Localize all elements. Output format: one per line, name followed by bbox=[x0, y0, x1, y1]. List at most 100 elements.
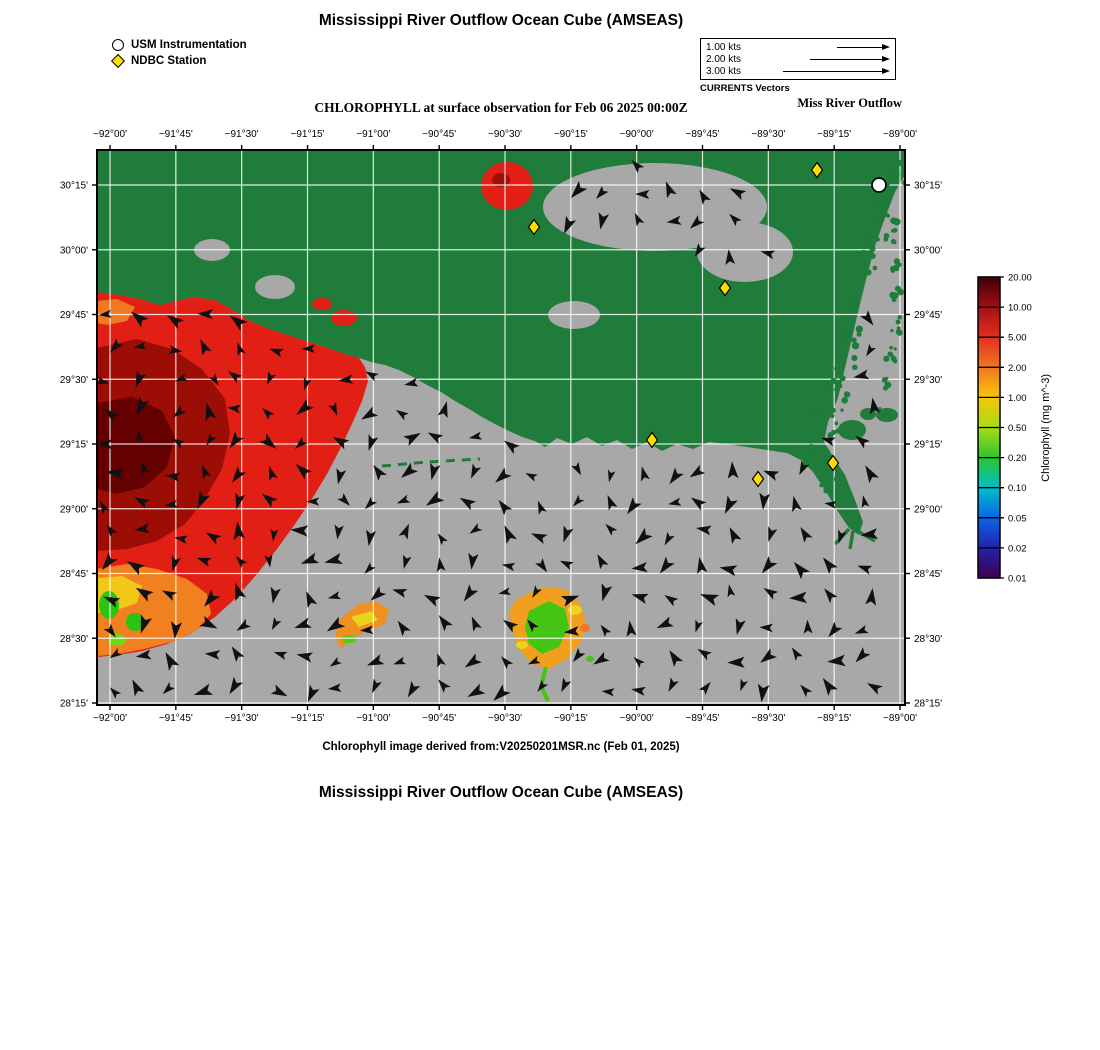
lon-tick-label: −91°00' bbox=[356, 713, 390, 724]
lon-tick-label: −90°30' bbox=[488, 713, 522, 724]
currents-legend-caption: CURRENTS Vectors bbox=[700, 83, 790, 94]
vector-arrowhead-icon bbox=[882, 44, 890, 50]
lon-tick-label: −89°15' bbox=[817, 129, 851, 140]
ndbc-station-marker bbox=[810, 161, 824, 179]
ndbc-station-marker bbox=[645, 431, 659, 449]
colorbar-tick-label: 5.00 bbox=[1008, 333, 1027, 344]
vector-scale-label: 3.00 kts bbox=[706, 65, 742, 77]
lat-tick-label: 29°30' bbox=[914, 375, 942, 386]
ndbc-station-marker bbox=[718, 279, 732, 297]
colorbar-title: Chlorophyll (mg m^-3) bbox=[1040, 373, 1052, 482]
colorbar-tick-label: 0.01 bbox=[1008, 574, 1027, 585]
lat-tick-label: 28°45' bbox=[60, 569, 88, 580]
map-border bbox=[96, 149, 906, 706]
lon-tick-label: −89°00' bbox=[883, 713, 917, 724]
lat-tick-label: 28°15' bbox=[60, 699, 88, 710]
colorbar: 20.00 10.00 5.00 2.00 1.00 0.50 0.20 0.10 0.05 0.… bbox=[977, 273, 1032, 585]
lon-tick-label: −89°15' bbox=[817, 713, 851, 724]
ndbc-diamond-icon bbox=[110, 53, 126, 69]
colorbar-tick-label: 0.20 bbox=[1008, 453, 1027, 464]
vector-scale-label: 1.00 kts bbox=[706, 41, 742, 53]
vector-arrowhead-icon bbox=[882, 68, 890, 74]
lon-tick-label: −91°30' bbox=[225, 129, 259, 140]
lon-tick-label: −92°00' bbox=[93, 129, 127, 140]
lat-tick-label: 29°45' bbox=[60, 310, 88, 321]
lon-tick-label: −90°00' bbox=[620, 713, 654, 724]
map-gridlines bbox=[97, 150, 905, 705]
currents-vector-legend: 1.00 kts 2.00 kts 3.00 kts bbox=[700, 38, 896, 80]
vector-arrowhead-icon bbox=[882, 56, 890, 62]
ndbc-station-marker bbox=[826, 454, 840, 472]
lon-tick-label: −91°30' bbox=[225, 713, 259, 724]
marker-legend: USM Instrumentation NDBC Station bbox=[110, 37, 247, 69]
colorbar-tick-label: 20.00 bbox=[1008, 273, 1032, 284]
lon-tick-label: −91°00' bbox=[356, 129, 390, 140]
lon-tick-label: −89°30' bbox=[751, 713, 785, 724]
current-vectors-field bbox=[97, 159, 883, 703]
map-axes: −92°00' −92°00' −91°45' −91°45' −91°30' −91°3… bbox=[60, 129, 942, 724]
ndbc-station-marker bbox=[751, 470, 765, 488]
lat-tick-label: 30°15' bbox=[60, 181, 88, 192]
lon-tick-label: −90°30' bbox=[488, 129, 522, 140]
lat-tick-label: 29°15' bbox=[914, 440, 942, 451]
vector-scale-line bbox=[783, 70, 883, 72]
vector-scale-line bbox=[810, 58, 883, 60]
plot-subtitle: CHLOROPHYLL at surface observation for F… bbox=[314, 100, 688, 115]
legend-label: NDBC Station bbox=[131, 55, 207, 67]
lon-tick-label: −91°45' bbox=[159, 129, 193, 140]
lon-tick-label: −89°30' bbox=[751, 129, 785, 140]
colorbar-tick-label: 10.00 bbox=[1008, 303, 1032, 314]
usm-circle-icon bbox=[112, 39, 124, 51]
colorbar-tick-label: 0.05 bbox=[1008, 513, 1027, 524]
legend-row-ndbc: NDBC Station bbox=[110, 53, 247, 69]
usm-station-marker bbox=[871, 177, 887, 193]
colorbar-tick-label: 0.10 bbox=[1008, 483, 1027, 494]
legend-row-usm: USM Instrumentation bbox=[112, 37, 247, 53]
lon-tick-label: −90°15' bbox=[554, 713, 588, 724]
lon-tick-label: −89°45' bbox=[686, 129, 720, 140]
colorbar-tick-label: 2.00 bbox=[1008, 363, 1027, 374]
lat-tick-label: 29°45' bbox=[914, 310, 942, 321]
lat-tick-label: 29°15' bbox=[60, 440, 88, 451]
region-annotation: Miss River Outflow bbox=[797, 96, 902, 110]
lon-tick-label: −90°45' bbox=[422, 129, 456, 140]
lon-tick-label: −90°00' bbox=[620, 129, 654, 140]
bottom-page-title: Mississippi River Outflow Ocean Cube (AM… bbox=[318, 784, 684, 801]
colorbar-tick-label: 0.50 bbox=[1008, 423, 1027, 434]
lat-tick-label: 30°00' bbox=[914, 245, 942, 256]
lat-tick-label: 28°15' bbox=[914, 699, 942, 710]
ndbc-station-marker bbox=[527, 218, 541, 236]
lon-tick-label: −90°15' bbox=[554, 129, 588, 140]
vector-scale-row: 2.00 kts bbox=[706, 53, 890, 65]
lon-tick-label: −90°45' bbox=[422, 713, 456, 724]
legend-label: USM Instrumentation bbox=[131, 39, 247, 51]
lat-tick-label: 28°30' bbox=[60, 634, 88, 645]
vector-scale-line bbox=[837, 46, 883, 48]
lon-tick-label: −91°15' bbox=[291, 129, 325, 140]
vector-scale-label: 2.00 kts bbox=[706, 53, 742, 65]
map-canvas: −92°00' −92°00' −91°45' −91°45' −91°30' −91°3… bbox=[60, 129, 942, 724]
vector-scale-row: 3.00 kts bbox=[706, 65, 890, 77]
chlorophyll-plume bbox=[97, 292, 594, 702]
station-markers bbox=[527, 161, 887, 488]
lat-tick-label: 30°15' bbox=[914, 181, 942, 192]
lat-tick-label: 29°00' bbox=[914, 504, 942, 515]
source-caption: Chlorophyll image derived from:V20250201… bbox=[322, 741, 680, 753]
lon-tick-label: −92°00' bbox=[93, 713, 127, 724]
colorbar-tick-label: 1.00 bbox=[1008, 393, 1027, 404]
colorbar-ticks: 20.00 10.00 5.00 2.00 1.00 0.50 0.20 0.10 0.05 0.… bbox=[978, 273, 1032, 585]
lon-tick-label: −91°15' bbox=[291, 713, 325, 724]
lat-tick-label: 29°30' bbox=[60, 375, 88, 386]
lat-tick-label: 29°00' bbox=[60, 504, 88, 515]
lon-tick-label: −89°45' bbox=[686, 713, 720, 724]
lon-tick-label: −91°45' bbox=[159, 713, 193, 724]
lat-tick-label: 30°00' bbox=[60, 245, 88, 256]
lat-tick-label: 28°45' bbox=[914, 569, 942, 580]
lon-tick-label: −89°00' bbox=[883, 129, 917, 140]
colorbar-tick-label: 0.02 bbox=[1008, 543, 1027, 554]
page-title: Mississippi River Outflow Ocean Cube (AM… bbox=[318, 12, 684, 29]
marsh-island-speckles bbox=[802, 159, 905, 494]
vector-scale-row: 1.00 kts bbox=[706, 41, 890, 53]
lat-tick-label: 28°30' bbox=[914, 634, 942, 645]
